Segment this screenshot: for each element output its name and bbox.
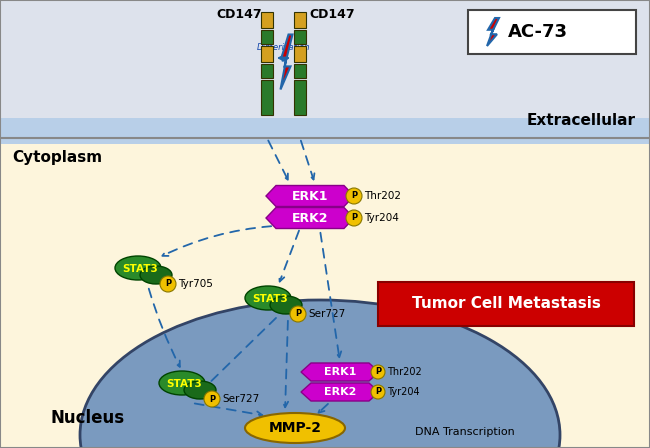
Text: Tyr204: Tyr204 — [387, 387, 420, 397]
Text: Cytoplasm: Cytoplasm — [12, 150, 102, 165]
Text: ERK2: ERK2 — [324, 387, 356, 397]
Text: P: P — [165, 280, 171, 289]
Bar — [468, 10, 636, 54]
Bar — [294, 30, 306, 44]
Text: STAT3: STAT3 — [252, 294, 288, 304]
Ellipse shape — [245, 286, 291, 310]
Text: ERK1: ERK1 — [324, 367, 356, 377]
Circle shape — [160, 276, 176, 292]
Text: CD147: CD147 — [309, 8, 355, 21]
Polygon shape — [266, 185, 354, 207]
Text: Tyr705: Tyr705 — [178, 279, 213, 289]
Text: P: P — [375, 367, 381, 376]
Text: Ser727: Ser727 — [222, 394, 259, 404]
Ellipse shape — [159, 371, 205, 395]
Bar — [294, 64, 306, 78]
Circle shape — [371, 385, 385, 399]
Text: Dimerization: Dimerization — [257, 43, 310, 52]
Bar — [261, 30, 273, 44]
Text: P: P — [295, 310, 301, 319]
Text: AC-73: AC-73 — [508, 23, 568, 41]
Bar — [261, 64, 273, 78]
Text: Nucleus: Nucleus — [50, 409, 124, 427]
Bar — [261, 46, 273, 62]
Circle shape — [290, 306, 306, 322]
Text: Tumor Cell Metastasis: Tumor Cell Metastasis — [411, 297, 601, 311]
Text: STAT3: STAT3 — [122, 264, 158, 274]
Text: Thr202: Thr202 — [387, 367, 422, 377]
Bar — [294, 46, 306, 62]
Bar — [261, 12, 273, 28]
Ellipse shape — [245, 413, 345, 443]
Ellipse shape — [270, 296, 302, 314]
Bar — [0, 118, 650, 144]
Polygon shape — [301, 363, 379, 381]
Polygon shape — [487, 18, 499, 46]
Bar — [294, 12, 306, 28]
Bar — [378, 282, 634, 326]
Ellipse shape — [140, 266, 172, 284]
Text: DNA Transcription: DNA Transcription — [415, 427, 515, 437]
Ellipse shape — [115, 256, 161, 280]
Text: ERK2: ERK2 — [292, 211, 328, 224]
Text: ERK1: ERK1 — [292, 190, 328, 202]
Text: Thr202: Thr202 — [364, 191, 401, 201]
Circle shape — [346, 188, 362, 204]
Text: Tyr204: Tyr204 — [364, 213, 399, 223]
Text: P: P — [375, 388, 381, 396]
Bar — [0, 0, 650, 138]
Circle shape — [346, 210, 362, 226]
Circle shape — [371, 365, 385, 379]
Circle shape — [204, 391, 220, 407]
Bar — [294, 80, 306, 115]
Ellipse shape — [184, 381, 216, 399]
Text: Ser727: Ser727 — [308, 309, 345, 319]
Text: Extracellular: Extracellular — [527, 113, 636, 128]
Ellipse shape — [80, 300, 560, 448]
Polygon shape — [281, 34, 292, 90]
Text: MMP-2: MMP-2 — [268, 421, 322, 435]
Text: P: P — [209, 395, 215, 404]
Polygon shape — [301, 383, 379, 401]
Text: P: P — [351, 214, 357, 223]
Text: STAT3: STAT3 — [166, 379, 202, 389]
Bar — [0, 138, 650, 448]
Text: P: P — [351, 191, 357, 201]
Bar — [261, 80, 273, 115]
Text: CD147: CD147 — [216, 8, 262, 21]
Polygon shape — [266, 207, 354, 228]
